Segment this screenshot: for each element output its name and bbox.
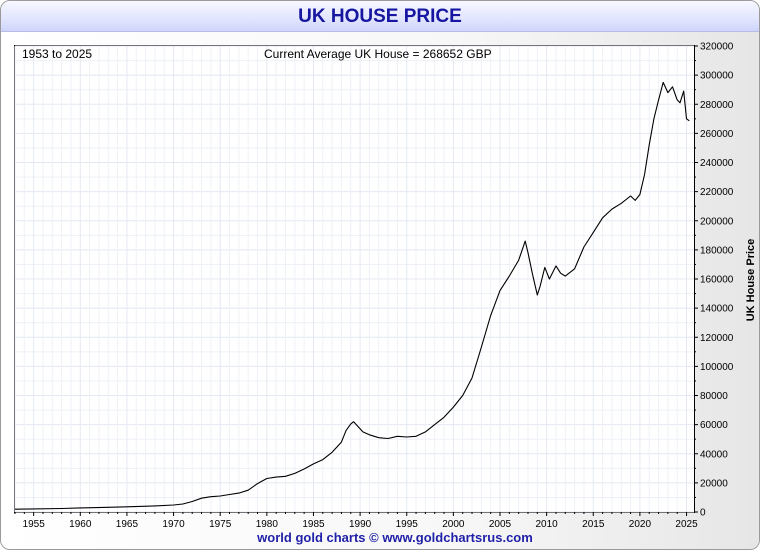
x-tick-label: 1990 [349,519,372,530]
x-tick-label: 1960 [69,519,92,530]
y-tick-label: 260000 [700,129,734,140]
x-tick-label: 2005 [489,519,512,530]
x-tick-label: 2010 [536,519,559,530]
y-tick-label: 220000 [700,187,734,198]
x-tick-label: 1970 [162,519,185,530]
chart-title: UK HOUSE PRICE [298,6,462,27]
x-tick-label: 2020 [629,519,652,530]
current-price-label: Current Average UK House = 268652 GBP [264,47,492,61]
y-tick-label: 280000 [700,100,734,111]
x-tick-label: 1985 [302,519,325,530]
x-tick-label: 1955 [23,519,46,530]
y-axis-label: UK House Price [745,238,757,322]
y-tick-label: 80000 [700,391,728,402]
price-series-line [14,81,690,510]
y-tick-label: 320000 [700,42,734,53]
y-tick-label: 20000 [700,478,728,489]
y-tick-label: 240000 [700,158,734,169]
y-tick-label: 300000 [700,71,734,82]
x-tick-label: 1980 [256,519,279,530]
x-tick-label: 2015 [582,519,605,530]
y-tick-label: 120000 [700,333,734,344]
x-tick-label: 1965 [116,519,139,530]
x-tick-label: 2000 [442,519,465,530]
y-tick-label: 40000 [700,449,728,460]
y-tick-label: 100000 [700,362,734,373]
y-tick-label: 200000 [700,216,734,227]
y-tick-label: 160000 [700,275,734,286]
date-range-label: 1953 to 2025 [22,47,93,61]
title-bar: UK HOUSE PRICE [1,1,759,32]
y-tick-label: 140000 [700,304,734,315]
y-tick-label: 60000 [700,420,728,431]
footer-credit[interactable]: world gold charts © www.goldchartsrus.co… [257,530,533,545]
x-tick-label: 1975 [209,519,232,530]
x-tick-label: 2025 [675,519,698,530]
y-tick-label: 0 [700,508,706,519]
x-tick-label: 1995 [396,519,419,530]
y-tick-label: 180000 [700,245,734,256]
